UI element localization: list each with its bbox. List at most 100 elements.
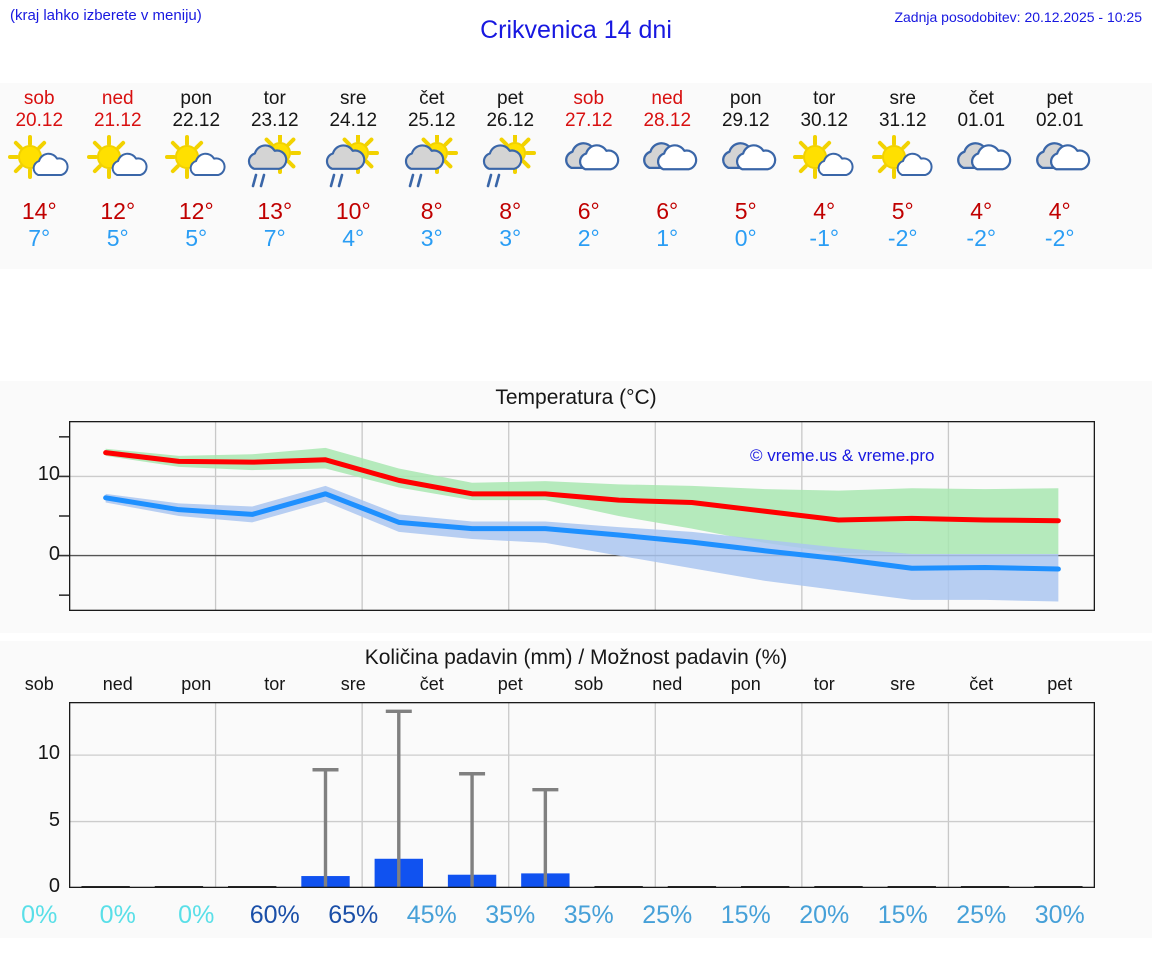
cloudy-icon (628, 135, 707, 191)
precipitation-probability: 0% (178, 901, 215, 929)
precipitation-probability: 35% (563, 901, 614, 929)
day-name: sre (889, 88, 916, 109)
day-name: tor (813, 88, 836, 109)
page-header: (kraj lahko izberete v meniju) Crikvenic… (0, 0, 1152, 62)
precipitation-day-name: sob (574, 674, 604, 694)
day-max-temp: 5° (734, 198, 757, 224)
precipitation-chart-title: Količina padavin (mm) / Možnost padavin … (364, 646, 788, 669)
temperature-svg (68, 420, 1096, 612)
day-min-temp: 5° (185, 225, 208, 251)
day-name: tor (263, 88, 286, 109)
precipitation-day-name: čet (969, 674, 994, 694)
day-max-temp: 5° (891, 198, 914, 224)
precipitation-probability: 25% (642, 901, 693, 929)
day-column[interactable]: sob 20.12 14° 7° (0, 83, 79, 269)
day-column[interactable]: sre 24.12 10° 4° (314, 83, 393, 269)
sun-cloud-rain-icon (393, 135, 472, 191)
day-date: 29.12 (721, 110, 770, 131)
day-date: 25.12 (407, 110, 456, 131)
day-date: 27.12 (564, 110, 613, 131)
sun-cloud-rain-icon (314, 135, 393, 191)
day-max-temp: 4° (970, 198, 993, 224)
day-column[interactable]: čet 01.01 4° -2° (942, 83, 1021, 269)
day-column[interactable]: pon 29.12 5° 0° (707, 83, 786, 269)
day-min-temp: 3° (420, 225, 443, 251)
precipitation-probability: 45% (406, 901, 457, 929)
sun-cloud-icon (157, 135, 236, 191)
day-max-temp: 12° (100, 198, 136, 224)
day-min-temp: 2° (577, 225, 600, 251)
daily-forecast-strip: sob 20.12 14° 7° ned 21.12 12° 5° pon 22.1… (0, 83, 1152, 269)
cloudy-icon (942, 135, 1021, 191)
page-title: Crikvenica 14 dni (480, 16, 672, 44)
day-column[interactable]: pet 26.12 8° 3° (471, 83, 550, 269)
day-max-temp: 8° (420, 198, 443, 224)
precipitation-day-name: pet (1047, 674, 1073, 694)
precipitation-day-name: čet (419, 674, 444, 694)
day-name: pet (1046, 88, 1073, 109)
day-min-temp: 0° (734, 225, 757, 251)
precipitation-probability: 30% (1034, 901, 1085, 929)
sun-cloud-icon (79, 135, 158, 191)
precipitation-probability: 15% (720, 901, 771, 929)
day-name: sob (573, 88, 605, 109)
day-column[interactable]: tor 30.12 4° -1° (785, 83, 864, 269)
precipitation-day-name: sre (340, 674, 366, 694)
day-min-temp: 4° (342, 225, 365, 251)
precipitation-day-name: sob (24, 674, 54, 694)
precipitation-svg (68, 701, 1096, 889)
day-date: 21.12 (93, 110, 142, 131)
temperature-chart-title: Temperatura (°C) (495, 386, 657, 409)
day-min-temp: -2° (887, 225, 918, 251)
day-date: 20.12 (15, 110, 64, 131)
day-name: pon (180, 88, 213, 109)
day-name: ned (651, 88, 684, 109)
day-column[interactable]: ned 28.12 6° 1° (628, 83, 707, 269)
precipitation-day-name: pon (181, 674, 212, 694)
day-column[interactable]: čet 25.12 8° 3° (393, 83, 472, 269)
temperature-plot-area (68, 420, 1096, 612)
precipitation-probability: 15% (877, 901, 928, 929)
day-date: 30.12 (800, 110, 849, 131)
day-column[interactable]: sob 27.12 6° 2° (550, 83, 629, 269)
precipitation-probability: 0% (21, 901, 58, 929)
day-name: sob (23, 88, 55, 109)
precipitation-probability: 60% (249, 901, 300, 929)
last-update-text: Zadnja posodobitev: 20.12.2025 - 10:25 (894, 9, 1142, 25)
day-max-temp: 4° (813, 198, 836, 224)
sun-cloud-rain-icon (236, 135, 315, 191)
day-date: 02.01 (1035, 110, 1084, 131)
day-max-temp: 13° (257, 198, 293, 224)
precipitation-y-tick-label: 10 (37, 742, 60, 765)
temperature-y-tick-label: 10 (37, 463, 60, 486)
day-column[interactable]: pet 02.01 4° -2° (1021, 83, 1100, 269)
day-name: čet (419, 88, 445, 109)
day-date: 23.12 (250, 110, 299, 131)
day-date: 31.12 (878, 110, 927, 131)
menu-hint-text: (kraj lahko izberete v meniju) (10, 7, 202, 24)
precipitation-day-name: sre (890, 674, 916, 694)
day-min-temp: -2° (1044, 225, 1075, 251)
day-max-temp: 6° (656, 198, 679, 224)
day-min-temp: 7° (28, 225, 51, 251)
day-date: 22.12 (172, 110, 221, 131)
day-max-temp: 8° (499, 198, 522, 224)
temperature-y-tick-label: 0 (48, 542, 60, 565)
day-column[interactable]: sre 31.12 5° -2° (864, 83, 943, 269)
cloudy-icon (550, 135, 629, 191)
temperature-axis-ticks (59, 436, 69, 596)
day-max-temp: 14° (21, 198, 57, 224)
precipitation-day-labels: sob ned pon tor sre čet pet sob ned pon tor sre čet p… (0, 674, 1152, 698)
precipitation-plot-area (68, 701, 1096, 889)
day-date: 01.01 (957, 110, 1006, 131)
day-name: pet (497, 88, 524, 109)
precipitation-day-name: pon (730, 674, 761, 694)
day-min-temp: -2° (966, 225, 997, 251)
precipitation-probability: 20% (799, 901, 850, 929)
day-column[interactable]: ned 21.12 12° 5° (79, 83, 158, 269)
day-column[interactable]: tor 23.12 13° 7° (236, 83, 315, 269)
day-column[interactable]: pon 22.12 12° 5° (157, 83, 236, 269)
precipitation-probability-row: 0% 0% 0% 60% 65% 45% 35% 35% 25% 15% 20% 15% 25% 30% (0, 898, 1152, 938)
day-max-temp: 4° (1048, 198, 1071, 224)
